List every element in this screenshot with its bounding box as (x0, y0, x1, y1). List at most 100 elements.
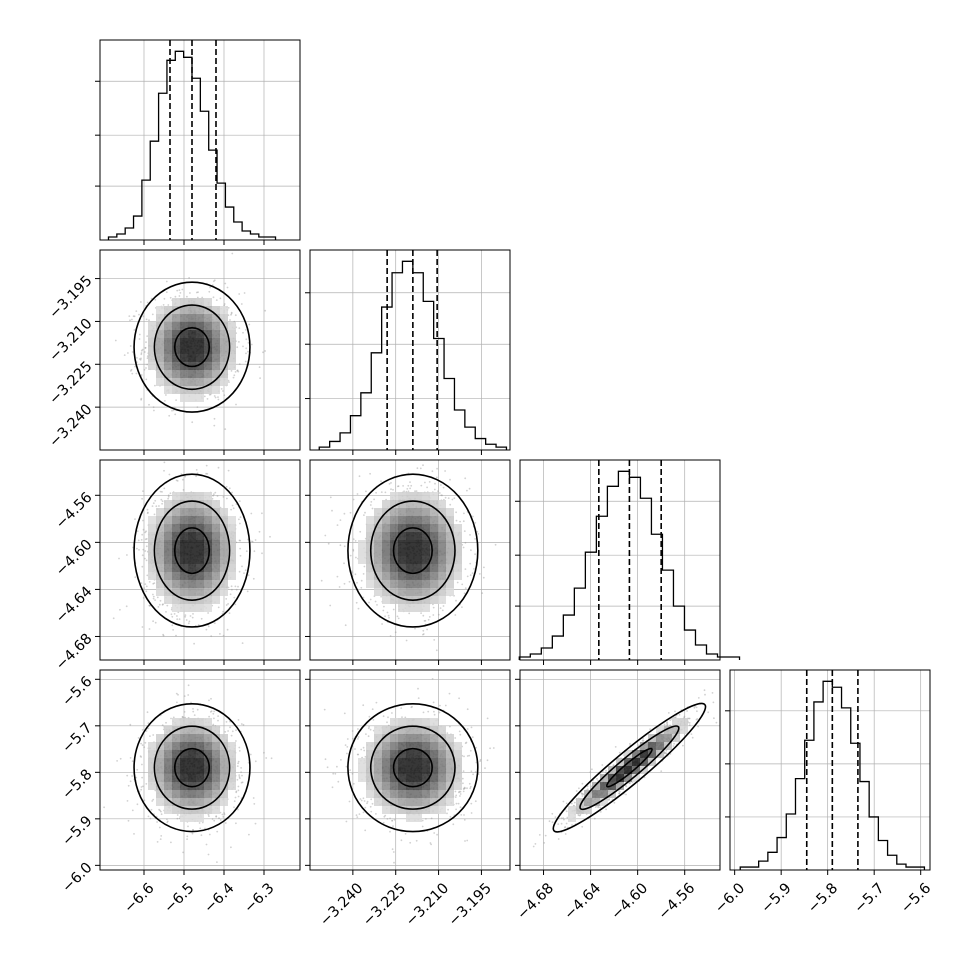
density-cell (374, 556, 382, 564)
sample-point (141, 763, 143, 766)
sample-point (213, 710, 216, 713)
sample-point (145, 530, 148, 533)
density-cell (212, 314, 220, 322)
sample-point (355, 556, 357, 559)
density-cell (398, 580, 406, 588)
histogram-bar (475, 439, 485, 450)
sample-point (254, 760, 257, 763)
density-cell (188, 548, 196, 556)
sample-point (239, 516, 242, 518)
sample-point (165, 280, 168, 283)
density-cell (390, 564, 398, 572)
sample-point (244, 360, 247, 363)
density-cell (212, 378, 220, 386)
sample-point (444, 470, 446, 472)
sample-point (160, 498, 163, 501)
density-cell (406, 548, 414, 556)
sample-point (392, 488, 394, 491)
sample-point (154, 621, 157, 624)
density-cell (172, 604, 180, 612)
density-cell (220, 314, 228, 322)
density-cell (430, 572, 438, 580)
sample-point (469, 562, 472, 565)
density-panel-2-1 (305, 459, 511, 665)
sample-point (149, 817, 152, 820)
sample-point (183, 695, 186, 697)
density-cell (212, 556, 220, 564)
sample-point (477, 533, 480, 535)
sample-point (133, 315, 136, 318)
sample-point (444, 496, 447, 499)
sample-point (160, 813, 163, 816)
density-cell (446, 588, 454, 596)
sample-point (415, 490, 418, 492)
density-panel-2-0 (95, 459, 301, 665)
density-cell (382, 532, 390, 540)
sample-point (238, 518, 240, 521)
sample-point (170, 717, 172, 720)
sample-point (103, 806, 105, 809)
sample-point (227, 379, 230, 382)
sample-point (436, 467, 438, 470)
sample-point (470, 549, 472, 552)
sample-point (144, 741, 147, 744)
sample-point (352, 498, 355, 501)
density-cell (438, 572, 446, 580)
sample-point (182, 478, 184, 481)
density-cell (374, 548, 382, 556)
sample-point (244, 569, 247, 572)
sample-point (144, 550, 147, 552)
histogram-bar (706, 654, 717, 660)
density-cell (220, 354, 228, 362)
histogram-bar (869, 817, 878, 870)
density-cell (204, 492, 212, 500)
density-cell (188, 556, 196, 564)
sample-point (349, 511, 352, 514)
sample-point (219, 633, 221, 635)
sample-point (171, 624, 174, 627)
sample-point (205, 464, 208, 467)
sample-point (131, 351, 134, 353)
sample-point (231, 252, 234, 255)
sample-point (134, 518, 136, 520)
sample-point (145, 590, 148, 593)
sample-point (363, 514, 365, 516)
sample-point (164, 400, 166, 402)
sample-point (428, 481, 431, 483)
sample-point (231, 730, 234, 733)
sample-point (165, 394, 167, 396)
sample-point (219, 297, 222, 300)
sample-point (131, 760, 134, 763)
sample-point (455, 519, 458, 522)
sample-point (154, 298, 157, 301)
sample-point (416, 467, 419, 470)
sample-point (138, 333, 141, 336)
sample-point (209, 711, 212, 713)
sample-point (238, 539, 241, 542)
density-cell (204, 306, 212, 314)
density-cell (406, 556, 414, 564)
sample-point (464, 541, 467, 544)
density-cell (228, 338, 236, 346)
density-cell (398, 508, 406, 516)
sample-point (161, 502, 164, 505)
sample-point (336, 575, 339, 578)
sample-point (242, 723, 245, 726)
density-cell (148, 524, 156, 532)
density-cell (180, 298, 188, 306)
sample-point (384, 615, 386, 618)
density-cell (406, 516, 414, 524)
sample-point (232, 376, 235, 379)
sample-point (189, 292, 191, 294)
sample-point (360, 586, 363, 589)
sample-point (213, 424, 216, 427)
sample-point (165, 721, 167, 724)
sample-point (463, 592, 466, 595)
sample-point (237, 789, 240, 792)
sample-point (258, 530, 261, 533)
density-cell (188, 338, 196, 346)
sample-point (357, 607, 360, 610)
sample-point (217, 719, 219, 722)
histogram-bar (574, 588, 585, 660)
density-cell (204, 386, 212, 394)
